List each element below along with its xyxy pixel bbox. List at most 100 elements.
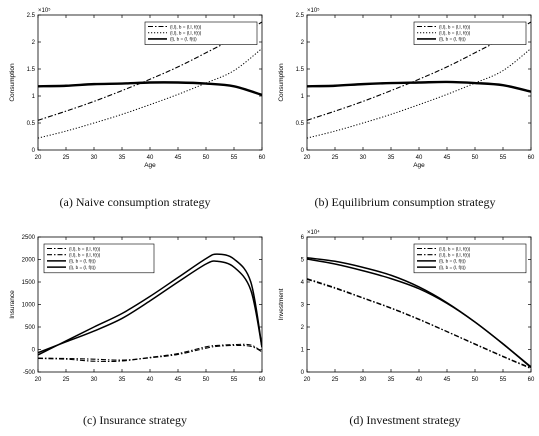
x-axis-label: Age <box>144 162 156 169</box>
y-tick-label: 2500 <box>22 235 36 241</box>
x-tick-label: 25 <box>332 155 339 161</box>
legend-entry: (l,l), b = (l,l, f(t)) <box>439 31 471 36</box>
x-tick-label: 45 <box>444 155 451 161</box>
x-tick-label: 55 <box>500 155 507 161</box>
series-line-4 <box>307 258 531 369</box>
legend-entry: (l,l), b = (l,l, f(t)) <box>69 246 101 251</box>
legend-box <box>413 243 527 274</box>
y-tick-label: -500 <box>23 370 36 376</box>
chart-b-svg: 20 25 30 35 40 45 50 55 60 0 0.5 1 1.5 2 2.5×10⁵ Age Con… <box>278 7 535 169</box>
y-tick-label: 1 <box>32 94 36 100</box>
x-tick-label: 20 <box>304 377 311 383</box>
x-tick-label: 40 <box>147 155 154 161</box>
x-tick-label: 20 <box>304 155 311 161</box>
x-tick-label: 60 <box>259 377 266 383</box>
y-tick-label: 0.5 <box>27 121 36 127</box>
legend: (l,l), b = (l,l, f(t)) (l,l), b = (l,l, f… <box>413 243 527 274</box>
y-tick-label: 6 <box>301 235 305 241</box>
x-tick-label: 60 <box>259 155 266 161</box>
x-tick-label: 20 <box>35 377 42 383</box>
chart-panel-a: 20 25 30 35 40 45 50 55 60 0 0.5 1 1.5 2 2.5 ×10⁵ Age Con… <box>0 0 270 185</box>
legend-box <box>413 21 527 45</box>
y-axis-label: Consumption <box>278 63 285 102</box>
x-tick-label: 35 <box>119 155 126 161</box>
x-tick-label: 25 <box>63 377 70 383</box>
legend-entry: (l,l), b = (l,l, f(t)) <box>439 246 471 251</box>
legend-entry: (l), b = (l, f(t)) <box>69 259 96 264</box>
legend-entry: (l), b = (l, f(t)) <box>439 265 466 270</box>
x-tick-label: 45 <box>175 377 182 383</box>
caption-d: (d) Investment strategy <box>349 413 461 427</box>
y-tick-label: 2 <box>301 40 305 46</box>
legend-entry: (l), b = (l, f(t)) <box>439 259 466 264</box>
y-axis-label: Investment <box>278 288 285 320</box>
chart-panel-d: 20 25 30 35 40 45 50 55 60 0 1 2 3 4 5 6 ×10⁴ Investment(… <box>269 222 539 402</box>
y-tick-label: 1.5 <box>27 67 36 73</box>
x-tick-label: 50 <box>472 377 479 383</box>
y-tick-label: 0 <box>301 148 305 154</box>
legend: (l,l), b = (l,l, f(t)) (l,l), b = (l,l, f… <box>413 21 527 45</box>
series-line-4 <box>38 260 262 354</box>
chart-panel-b: 20 25 30 35 40 45 50 55 60 0 0.5 1 1.5 2 2.5 ×10⁵ Age Con… <box>269 0 539 185</box>
x-tick-label: 25 <box>63 155 70 161</box>
series-line-2 <box>307 278 531 370</box>
legend-entry: (l,l), b = (l,l, f(t)) <box>170 24 202 29</box>
x-tick-label: 40 <box>416 155 423 161</box>
x-axis-label: Age <box>413 162 425 169</box>
y-tick-label: 1.5 <box>296 67 305 73</box>
y-tick-label: 1500 <box>22 280 36 286</box>
legend-entry: (l), b = (l, f(t)) <box>69 265 96 270</box>
axis-exponent: ×10⁵ <box>307 7 320 14</box>
series-line-2 <box>38 344 262 361</box>
x-tick-label: 45 <box>444 377 451 383</box>
x-tick-label: 40 <box>147 377 154 383</box>
y-tick-label: 0 <box>32 148 36 154</box>
y-tick-label: 0.5 <box>296 121 305 127</box>
x-tick-label: 25 <box>332 377 339 383</box>
legend-entry: (l,l), b = (l,l, f(t)) <box>439 24 471 29</box>
y-tick-label: 1 <box>301 348 305 354</box>
caption-c: (c) Insurance strategy <box>83 413 187 427</box>
x-tick-label: 30 <box>91 377 98 383</box>
legend-entry: (l,l), b = (l,l, f(t)) <box>439 253 471 258</box>
y-tick-label: 1 <box>301 94 305 100</box>
y-tick-label: 500 <box>25 325 36 331</box>
legend: (l,l), b = (l,l, f(t)) (l,l), b = (l,l, f… <box>144 21 258 45</box>
x-tick-label: 60 <box>528 155 535 161</box>
legend-entry: (l,l), b = (l,l, f(t)) <box>170 31 202 36</box>
x-tick-label: 55 <box>231 155 238 161</box>
y-tick-label: 2.5 <box>27 13 36 19</box>
y-tick-label: 0 <box>32 348 36 354</box>
series-line-2 <box>307 48 531 139</box>
y-tick-label: 2000 <box>22 258 36 264</box>
caption-b: (b) Equilibrium consumption strategy <box>314 195 496 209</box>
x-tick-label: 60 <box>528 377 535 383</box>
x-tick-label: 35 <box>388 377 395 383</box>
series-line-1 <box>38 343 262 362</box>
axis-exponent: ×10⁴ <box>307 229 320 236</box>
y-tick-label: 2 <box>301 325 305 331</box>
legend-entry: (l), b = (l, f(t)) <box>170 37 197 42</box>
caption-a: (a) Naive consumption strategy <box>59 195 211 209</box>
y-tick-label: 1000 <box>22 303 36 309</box>
x-tick-label: 50 <box>472 155 479 161</box>
series-line-3 <box>38 81 262 97</box>
x-tick-label: 50 <box>203 377 210 383</box>
chart-c-svg: 20 25 30 35 40 45 50 55 60 -500 0 500 1000 1500 2000 25… <box>9 235 266 383</box>
legend-entry: (l,l), b = (l,l, f(t)) <box>69 253 101 258</box>
chart-a-svg: 20 25 30 35 40 45 50 55 60 0 0.5 1 1.5 2 2.5×10⁵ Age Con… <box>9 7 266 169</box>
y-axis-label: Insurance <box>9 290 16 319</box>
x-tick-label: 35 <box>119 377 126 383</box>
x-tick-label: 55 <box>500 377 507 383</box>
legend: (l,l), b = (l,l, f(t)) (l,l), b = (l,l, f… <box>43 243 155 274</box>
y-tick-label: 2 <box>32 40 36 46</box>
y-axis-label: Consumption <box>9 63 16 102</box>
chart-d-svg: 20 25 30 35 40 45 50 55 600123456×10⁴Investment(… <box>278 229 535 383</box>
y-tick-label: 5 <box>301 258 305 264</box>
x-tick-label: 20 <box>35 155 42 161</box>
x-tick-label: 35 <box>388 155 395 161</box>
x-tick-label: 30 <box>360 155 367 161</box>
y-tick-label: 0 <box>301 370 305 376</box>
y-tick-label: 4 <box>301 280 305 286</box>
x-tick-label: 55 <box>231 377 238 383</box>
